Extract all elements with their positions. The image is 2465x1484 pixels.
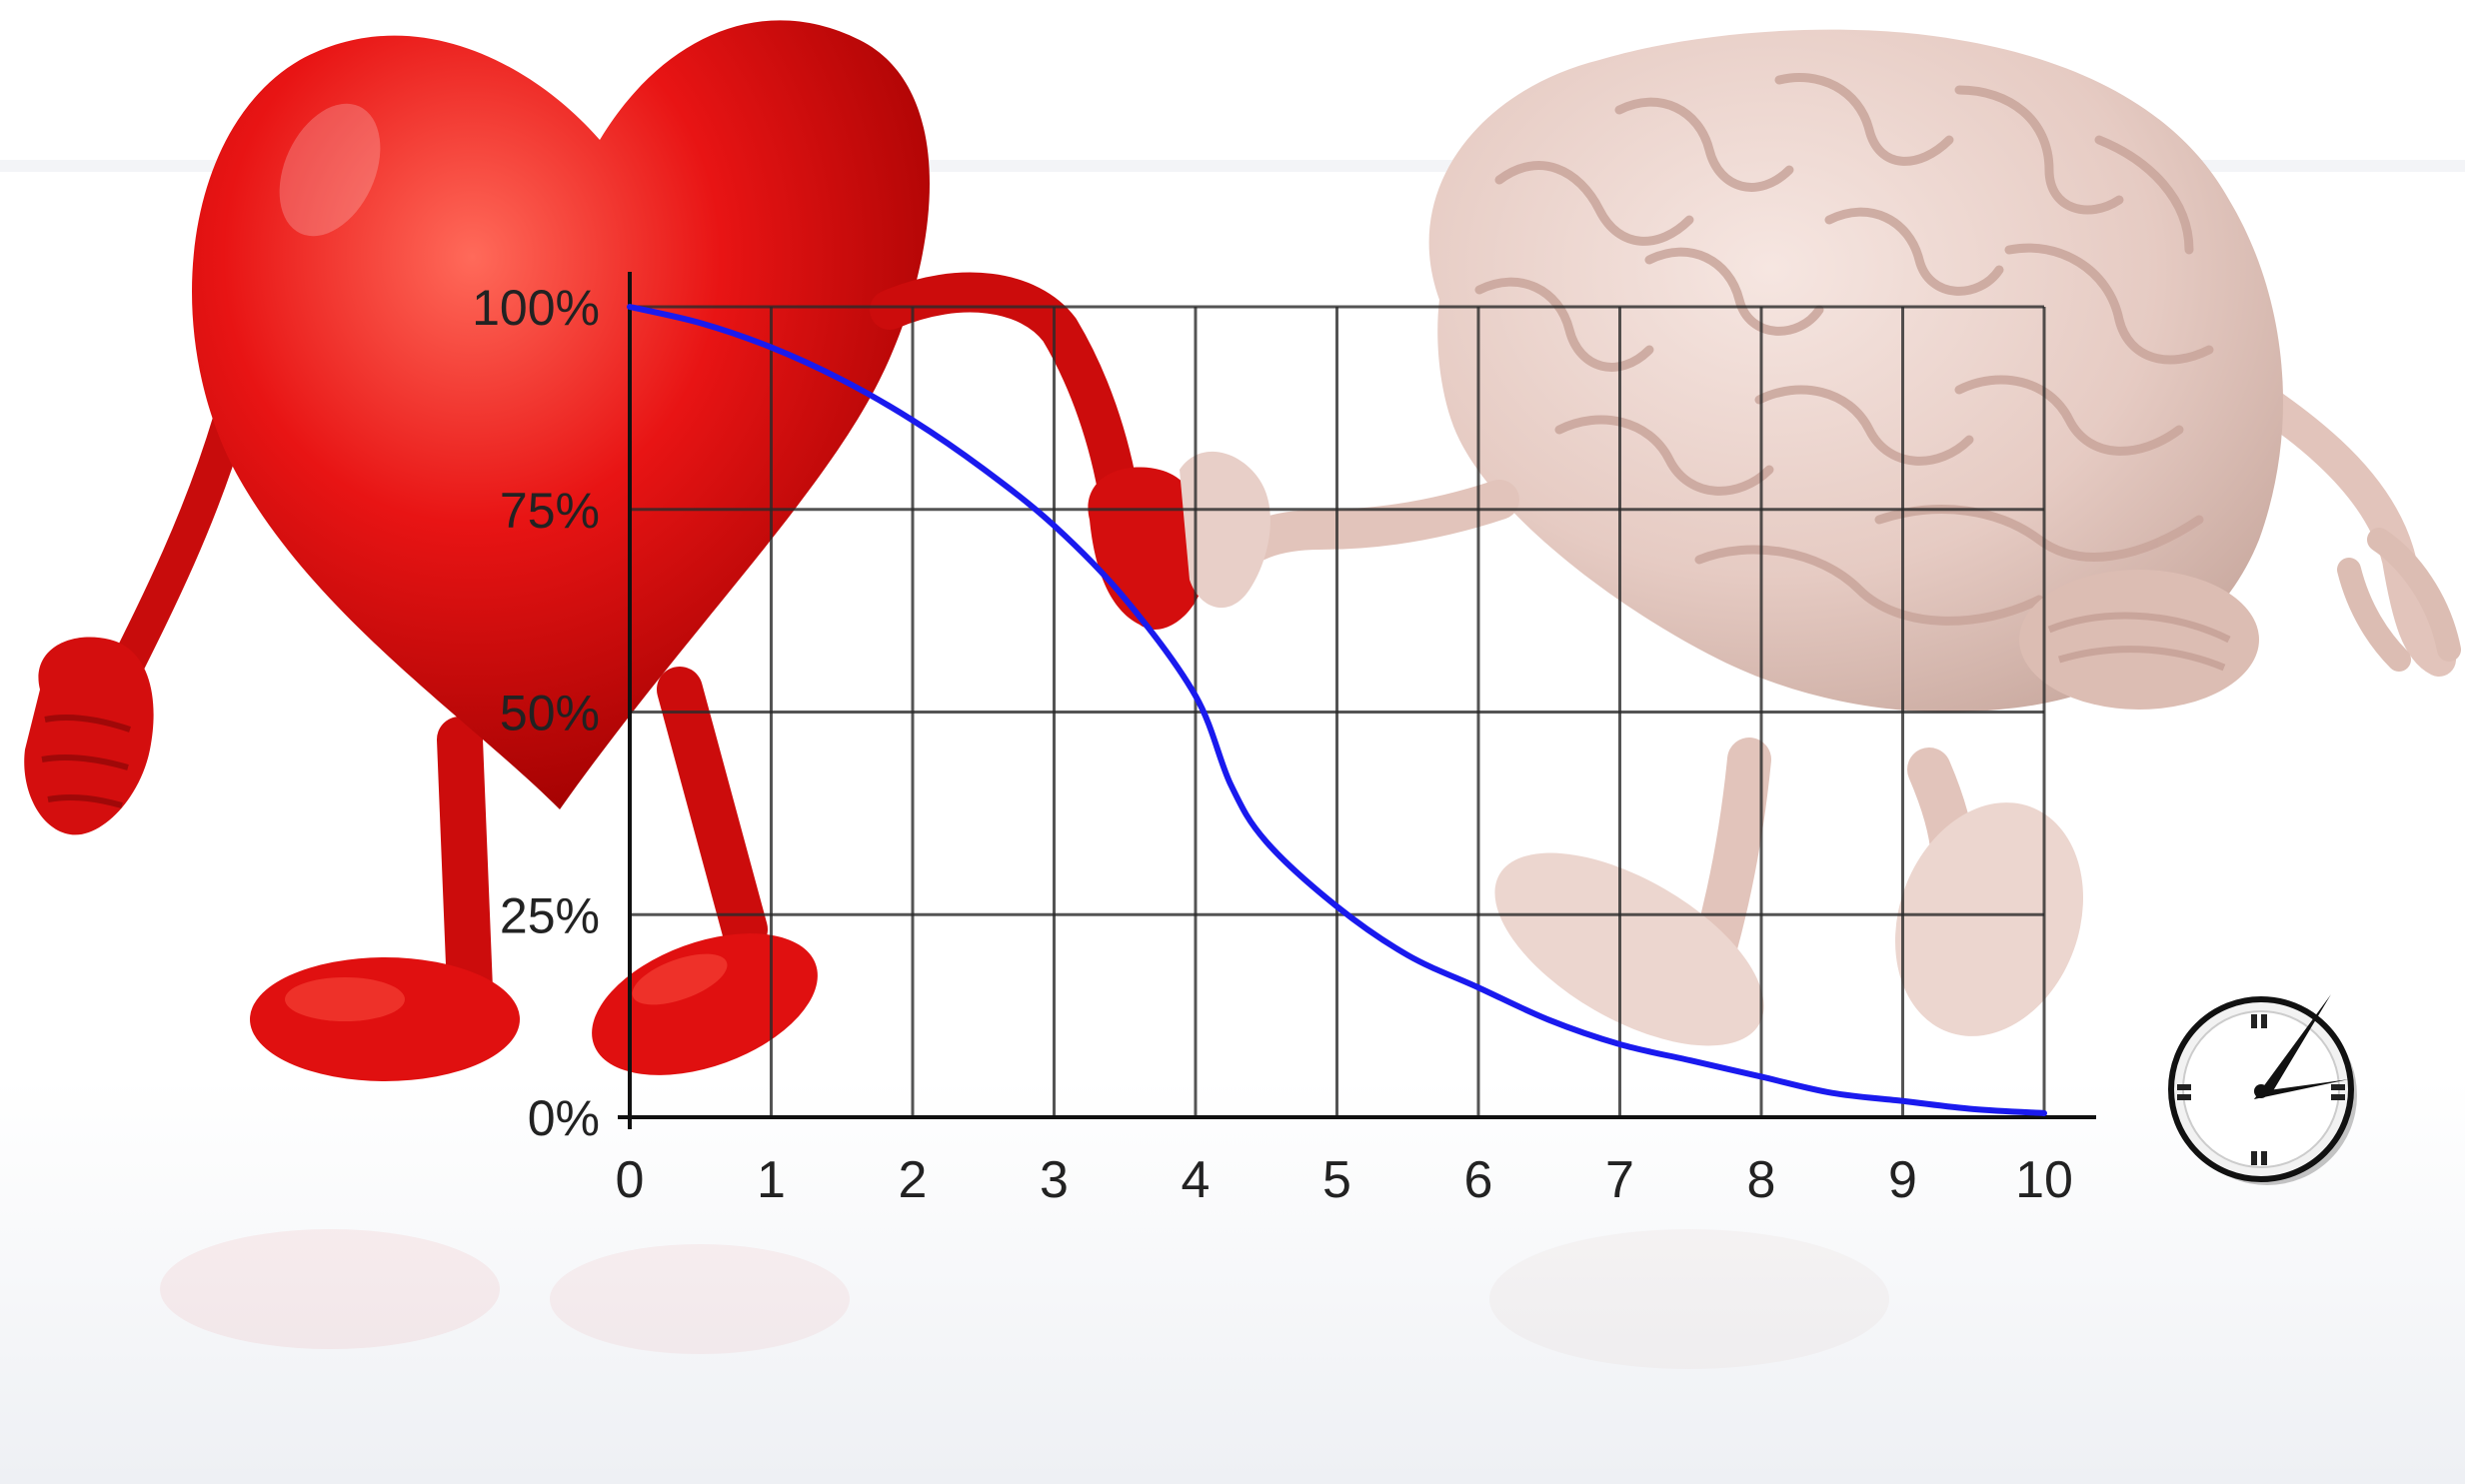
axes	[618, 272, 2096, 1129]
y-tick-label: 0%	[528, 1090, 600, 1146]
y-tick-label: 50%	[500, 686, 600, 742]
x-tick-labels: 0 1 2 3 4 5 6 7 8 9 10	[616, 1151, 2073, 1209]
y-tick-label: 75%	[500, 483, 600, 539]
floor	[0, 1079, 2465, 1484]
brain-character	[1180, 29, 2461, 1369]
x-tick-label: 5	[1322, 1151, 1351, 1209]
plot-area	[627, 304, 2047, 1116]
x-tick-label: 1	[757, 1151, 786, 1209]
x-tick-label: 6	[1464, 1151, 1493, 1209]
x-tick-label: 9	[1888, 1151, 1917, 1209]
x-tick-label: 8	[1747, 1151, 1776, 1209]
y-tick-label: 100%	[472, 280, 600, 336]
series-line	[627, 304, 2047, 1116]
x-tick-label: 7	[1605, 1151, 1634, 1209]
x-tick-label: 4	[1182, 1151, 1211, 1209]
y-tick-label: 25%	[500, 887, 600, 943]
x-tick-label: 3	[1040, 1151, 1069, 1209]
y-tick-labels: 0% 25% 50% 75% 100%	[472, 280, 600, 1146]
x-tick-label: 0	[616, 1151, 645, 1209]
x-tick-label: 2	[899, 1151, 928, 1209]
clock-icon	[2168, 994, 2357, 1185]
grid	[630, 305, 2046, 1117]
x-tick-label: 10	[2015, 1151, 2073, 1209]
chart: 0 1 2 3 4 5 6 7 8 9 10 0% 25% 50% 75% 100%	[472, 272, 2096, 1209]
heart-character	[24, 20, 1208, 1354]
